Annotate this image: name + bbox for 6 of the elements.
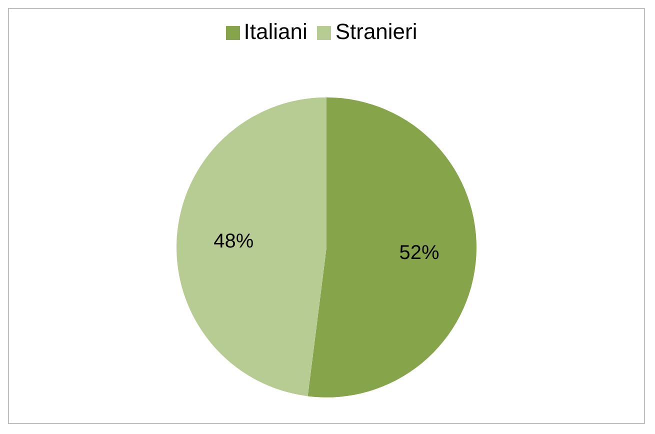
- pie-slice: [176, 97, 326, 396]
- data-label: 48%: [214, 230, 254, 253]
- legend-label: Italiani: [244, 19, 308, 44]
- data-label: 52%: [399, 242, 440, 264]
- legend-label: Stranieri: [335, 19, 418, 44]
- pie-slice: [308, 97, 476, 398]
